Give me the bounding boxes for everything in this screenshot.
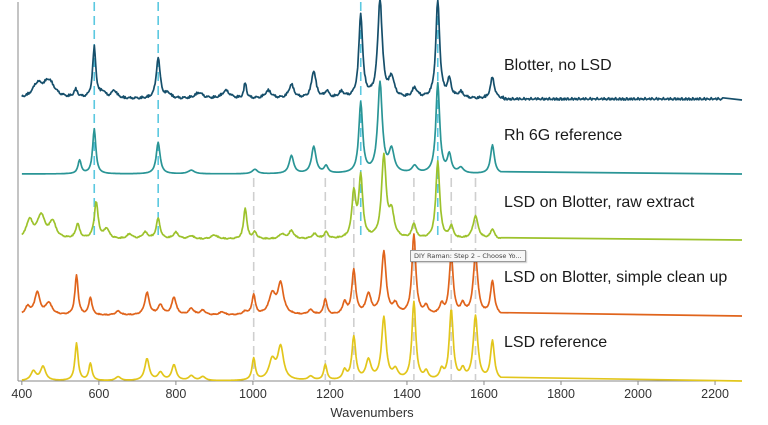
x-tick-label: 1400 xyxy=(393,387,421,401)
series-label: LSD on Blotter, raw extract xyxy=(504,194,695,211)
series-label: LSD reference xyxy=(504,334,607,351)
series-line xyxy=(21,0,743,101)
tooltip: DIY Raman: Step 2 – Choose Yo... xyxy=(410,250,526,262)
series-label: Rh 6G reference xyxy=(504,127,622,144)
series-line xyxy=(21,152,743,241)
x-tick-label: 400 xyxy=(11,387,32,401)
x-axis-title: Wavenumbers xyxy=(330,405,414,420)
plot-frame xyxy=(17,2,742,382)
series-labels: Blotter, no LSD Rh 6G reference LSD on Blo… xyxy=(504,57,727,351)
spectra-traces xyxy=(21,0,743,382)
x-tick-label: 1600 xyxy=(470,387,498,401)
x-tick-label: 1800 xyxy=(547,387,575,401)
x-tick-label: 1000 xyxy=(239,387,267,401)
x-tick-label: 1200 xyxy=(316,387,344,401)
x-tick-label: 800 xyxy=(165,387,186,401)
series-label: Blotter, no LSD xyxy=(504,57,612,74)
series-line xyxy=(21,80,743,175)
reference-lines xyxy=(93,2,477,381)
series-line xyxy=(21,233,743,317)
series-label: LSD on Blotter, simple clean up xyxy=(504,269,727,286)
x-axis: 400 600 800 1000 1200 1400 1600 1800 2000 2200 Wav… xyxy=(11,381,729,420)
x-tick-label: 600 xyxy=(88,387,109,401)
x-tick-label: 2200 xyxy=(701,387,729,401)
series-line xyxy=(21,300,743,382)
x-tick-label: 2000 xyxy=(624,387,652,401)
